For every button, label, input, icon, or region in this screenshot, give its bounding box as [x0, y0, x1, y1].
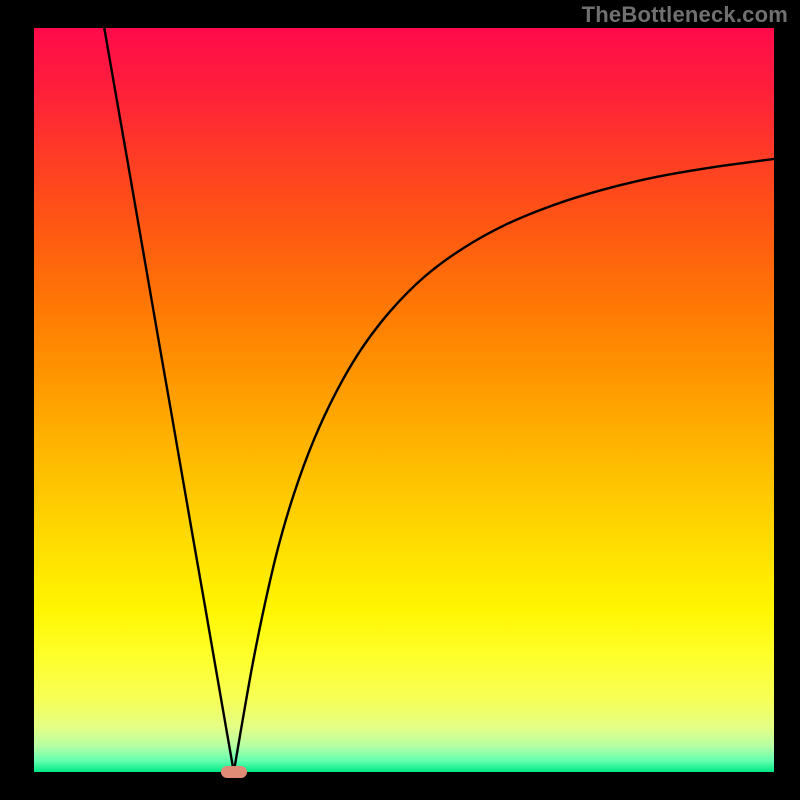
bottleneck-curve	[34, 28, 774, 772]
plot-area	[34, 28, 774, 772]
minimum-marker	[221, 766, 247, 778]
curve-right-branch	[234, 159, 774, 772]
watermark-text: TheBottleneck.com	[582, 2, 788, 28]
curve-left-branch	[104, 28, 234, 772]
